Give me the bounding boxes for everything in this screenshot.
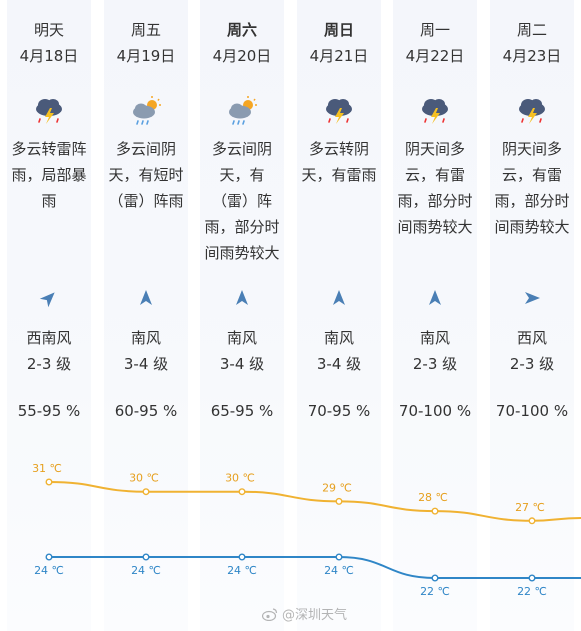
day-name: 明天 (33, 21, 64, 39)
high-temp-point (528, 517, 536, 525)
weibo-logo-icon (262, 607, 278, 621)
day-column-3 (200, 0, 284, 631)
wind-level: 3-4 级 (219, 355, 265, 373)
wind-level: 2-3 级 (509, 355, 555, 373)
day-date: 4月22日 (405, 47, 465, 65)
high-temp-label: 31 ℃ (32, 462, 62, 475)
day-date: 4月23日 (502, 47, 562, 65)
low-temp-line (48, 555, 581, 580)
north-arrow-icon (425, 288, 445, 308)
humidity-range: 70-100 % (495, 402, 569, 420)
humidity-range: 65-95 % (210, 402, 274, 420)
high-temp-point (431, 507, 439, 515)
humidity-range: 60-95 % (114, 402, 178, 420)
low-temp-point (335, 553, 343, 561)
day-date: 4月19日 (116, 47, 176, 65)
thunderstorm-cloud-icon (417, 94, 453, 130)
wind-direction: 南风 (130, 329, 161, 347)
high-temp-label: 30 ℃ (225, 472, 255, 485)
north-arrow-icon (136, 288, 156, 308)
thunderstorm-cloud-icon (321, 94, 357, 130)
low-temp-point (431, 574, 439, 582)
day-column-2 (104, 0, 188, 631)
day-name: 周一 (419, 21, 450, 39)
high-temp-label: 27 ℃ (515, 501, 545, 514)
high-temp-line (48, 481, 581, 522)
weather-description: 多云转雷阵 雨，局部暴 雨 (11, 140, 87, 210)
weather-description: 多云间阴 天，有 （雷）阵 雨，部分时 间雨势较大 (204, 140, 280, 262)
day-date: 4月20日 (212, 47, 272, 65)
day-name: 周二 (516, 21, 547, 39)
high-temp-label: 30 ℃ (129, 472, 159, 485)
wind-direction: 南风 (226, 329, 257, 347)
high-temp-point (238, 488, 246, 496)
low-temp-label: 24 ℃ (34, 564, 64, 577)
north-arrow-icon (232, 288, 252, 308)
day-date: 4月18日 (19, 47, 79, 65)
weibo-watermark: @深圳天气 (262, 604, 347, 623)
low-temp-point (45, 553, 53, 561)
day-date: 4月21日 (309, 47, 369, 65)
low-temp-label: 22 ℃ (517, 585, 547, 598)
low-temp-label: 24 ℃ (131, 564, 161, 577)
sun-cloud-rain-icon (128, 94, 164, 130)
high-temp-point (335, 497, 343, 505)
watermark-text: @深圳天气 (282, 608, 348, 623)
weather-description: 多云转阴 天，有雷雨 (301, 140, 377, 184)
low-temp-point (142, 553, 150, 561)
north-arrow-icon (329, 288, 349, 308)
wind-level: 2-3 级 (412, 355, 458, 373)
high-temp-label: 28 ℃ (418, 491, 448, 504)
humidity-range: 55-95 % (17, 402, 81, 420)
low-temp-label: 24 ℃ (324, 564, 354, 577)
wind-level: 2-3 级 (26, 355, 72, 373)
humidity-range: 70-95 % (307, 402, 371, 420)
wind-level: 3-4 级 (123, 355, 169, 373)
weather-description: 多云间阴 天，有短时 （雷）阵雨 (108, 140, 184, 210)
wind-direction: 南风 (419, 329, 450, 347)
east-arrow-icon (522, 288, 542, 308)
wind-direction: 西南风 (26, 329, 72, 347)
thunderstorm-cloud-icon (514, 94, 550, 130)
low-temp-point (238, 553, 246, 561)
wind-direction: 南风 (323, 329, 354, 347)
day-name: 周日 (323, 21, 354, 39)
northeast-arrow-icon (39, 288, 59, 308)
day-name: 周六 (226, 21, 257, 39)
wind-direction: 西风 (516, 329, 547, 347)
wind-level: 3-4 级 (316, 355, 362, 373)
humidity-range: 70-100 % (398, 402, 472, 420)
high-temp-point (45, 478, 53, 486)
day-name: 周五 (130, 21, 161, 39)
low-temp-label: 24 ℃ (227, 564, 257, 577)
weather-description: 阴天间多 云，有雷 雨，部分时 间雨势较大 (397, 140, 473, 236)
thunderstorm-cloud-icon (31, 94, 67, 130)
low-temp-label: 22 ℃ (420, 585, 450, 598)
sun-cloud-rain-icon (224, 94, 260, 130)
low-temp-point (528, 574, 536, 582)
high-temp-label: 29 ℃ (322, 481, 352, 494)
high-temp-point (142, 488, 150, 496)
weather-description: 阴天间多 云，有雷 雨，部分时 间雨势较大 (494, 140, 570, 236)
